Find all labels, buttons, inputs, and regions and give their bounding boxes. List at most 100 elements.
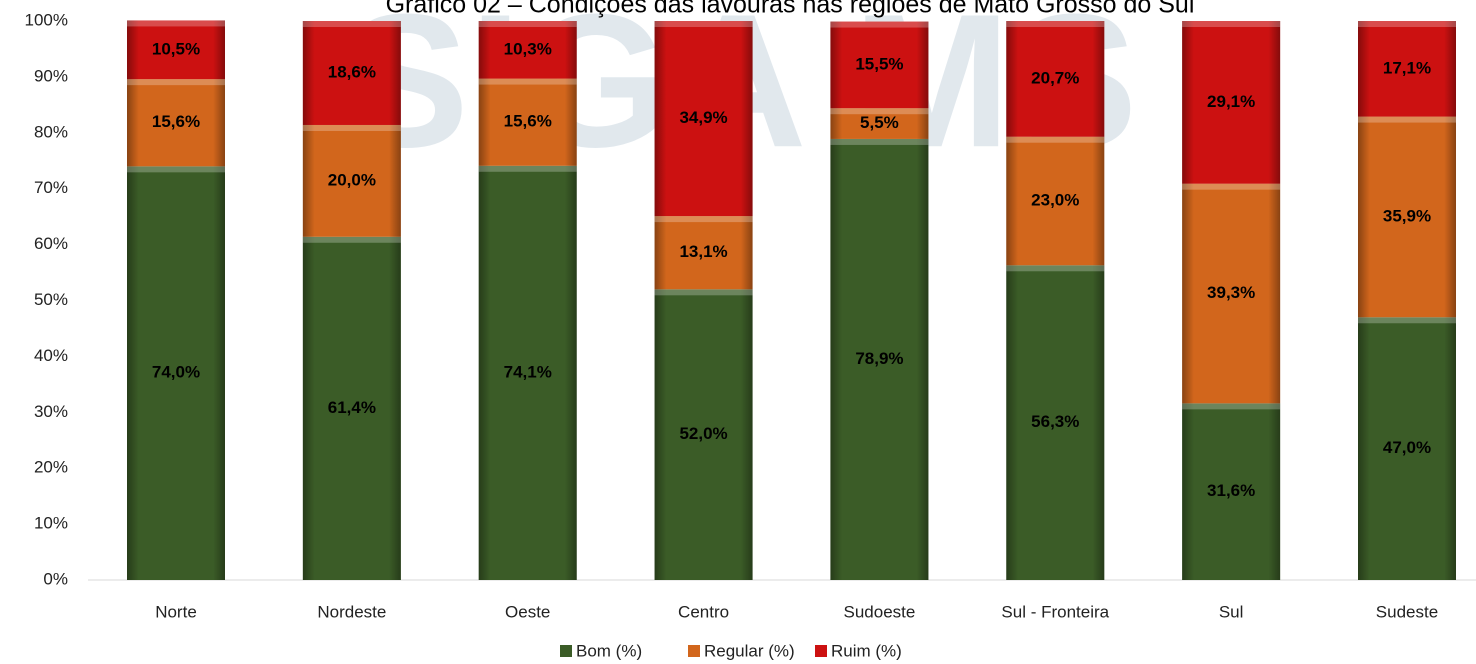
chart-title: Gráfico 02 – Condições das lavouras nas … xyxy=(386,0,1195,19)
bar-shade xyxy=(654,21,753,217)
data-label: 15,5% xyxy=(855,54,903,73)
bar-bevel xyxy=(1006,265,1105,272)
data-label: 52,0% xyxy=(679,424,727,443)
bar-bevel xyxy=(1006,136,1105,143)
bar-shade xyxy=(830,21,929,109)
x-tick-label: Nordeste xyxy=(317,602,386,621)
data-label: 47,0% xyxy=(1383,438,1431,457)
y-tick-label: 40% xyxy=(34,346,68,365)
bar-shade xyxy=(1182,183,1281,404)
legend-swatch xyxy=(688,645,700,657)
bar-bevel xyxy=(1182,21,1281,27)
y-tick-label: 80% xyxy=(34,122,68,141)
bar-shade xyxy=(1006,21,1105,137)
bar-bevel xyxy=(1358,21,1456,27)
bar-shade xyxy=(1358,116,1456,318)
x-tick-label: Centro xyxy=(678,602,729,621)
bar-bevel xyxy=(478,78,577,85)
data-label: 29,1% xyxy=(1207,92,1255,111)
bar-shade xyxy=(127,166,225,580)
legend-swatch xyxy=(815,645,827,657)
bar-bevel xyxy=(478,165,577,172)
y-tick-label: 0% xyxy=(43,569,68,588)
data-label: 17,1% xyxy=(1383,58,1431,77)
data-label: 74,1% xyxy=(504,362,552,381)
bar-shade xyxy=(1182,21,1281,184)
bar-shade xyxy=(830,138,929,580)
bar-bevel xyxy=(654,21,753,27)
bar-shade xyxy=(1182,403,1281,580)
bar-bevel xyxy=(302,21,401,27)
legend-label: Regular (%) xyxy=(704,641,795,660)
bar-bevel xyxy=(127,20,225,27)
data-label: 34,9% xyxy=(679,108,727,127)
data-label: 74,0% xyxy=(152,363,200,382)
data-label: 31,6% xyxy=(1207,481,1255,500)
data-label: 23,0% xyxy=(1031,190,1079,209)
bar-shade xyxy=(1358,21,1456,117)
data-label: 13,1% xyxy=(679,242,727,261)
bar-shade xyxy=(1358,317,1456,580)
bar-bevel xyxy=(1358,116,1456,123)
bar-bevel xyxy=(1182,403,1281,410)
data-label: 61,4% xyxy=(328,398,376,417)
bar-bevel xyxy=(302,236,401,243)
bar-shade xyxy=(302,236,401,581)
bar-bevel xyxy=(830,108,929,115)
bar-bevel xyxy=(654,289,753,296)
bar-bevel xyxy=(478,21,577,27)
y-tick-label: 50% xyxy=(34,290,68,309)
x-tick-label: Sudoeste xyxy=(844,602,916,621)
bar-shade xyxy=(302,124,401,237)
data-label: 39,3% xyxy=(1207,283,1255,302)
y-tick-label: 70% xyxy=(34,178,68,197)
data-label: 10,3% xyxy=(504,39,552,58)
data-label: 10,5% xyxy=(152,39,200,58)
bar-bevel xyxy=(830,138,929,145)
x-tick-label: Sul - Fronteira xyxy=(1001,602,1109,621)
x-tick-label: Oeste xyxy=(505,602,550,621)
x-tick-label: Sul xyxy=(1219,602,1244,621)
bar-shade xyxy=(830,108,929,139)
data-label: 35,9% xyxy=(1383,206,1431,225)
y-tick-label: 30% xyxy=(34,402,68,421)
bar-bevel xyxy=(654,216,753,223)
y-tick-label: 90% xyxy=(34,66,68,85)
bar-bevel xyxy=(1006,21,1105,27)
x-tick-label: Norte xyxy=(155,602,197,621)
bar-shade xyxy=(302,21,401,125)
data-label: 15,6% xyxy=(152,112,200,131)
y-tick-label: 20% xyxy=(34,458,68,477)
legend-label: Ruim (%) xyxy=(831,641,902,660)
bar-bevel xyxy=(1182,183,1281,190)
data-label: 20,0% xyxy=(328,170,376,189)
bar-shade xyxy=(654,216,753,290)
y-tick-label: 10% xyxy=(34,514,68,533)
data-label: 18,6% xyxy=(328,62,376,81)
bar-bevel xyxy=(127,166,225,173)
x-tick-label: Sudeste xyxy=(1376,602,1438,621)
data-label: 5,5% xyxy=(860,113,899,132)
y-tick-label: 60% xyxy=(34,234,68,253)
legend-swatch xyxy=(560,645,572,657)
bar-shade xyxy=(127,79,225,167)
bar-shade xyxy=(1006,265,1105,580)
bar-shade xyxy=(478,21,577,79)
bar-bevel xyxy=(830,21,929,28)
y-tick-label: 100% xyxy=(25,10,68,29)
bar-shade xyxy=(478,78,577,166)
data-label: 15,6% xyxy=(504,112,552,131)
data-label: 56,3% xyxy=(1031,412,1079,431)
bar-shade xyxy=(127,20,225,80)
data-label: 20,7% xyxy=(1031,68,1079,87)
bar-shade xyxy=(1006,136,1105,266)
data-label: 78,9% xyxy=(855,349,903,368)
bar-bevel xyxy=(127,79,225,86)
bar-bevel xyxy=(302,124,401,131)
bar-bevel xyxy=(1358,317,1456,324)
bar-shade xyxy=(478,165,577,580)
legend-label: Bom (%) xyxy=(576,641,642,660)
bar-shade xyxy=(654,289,753,580)
